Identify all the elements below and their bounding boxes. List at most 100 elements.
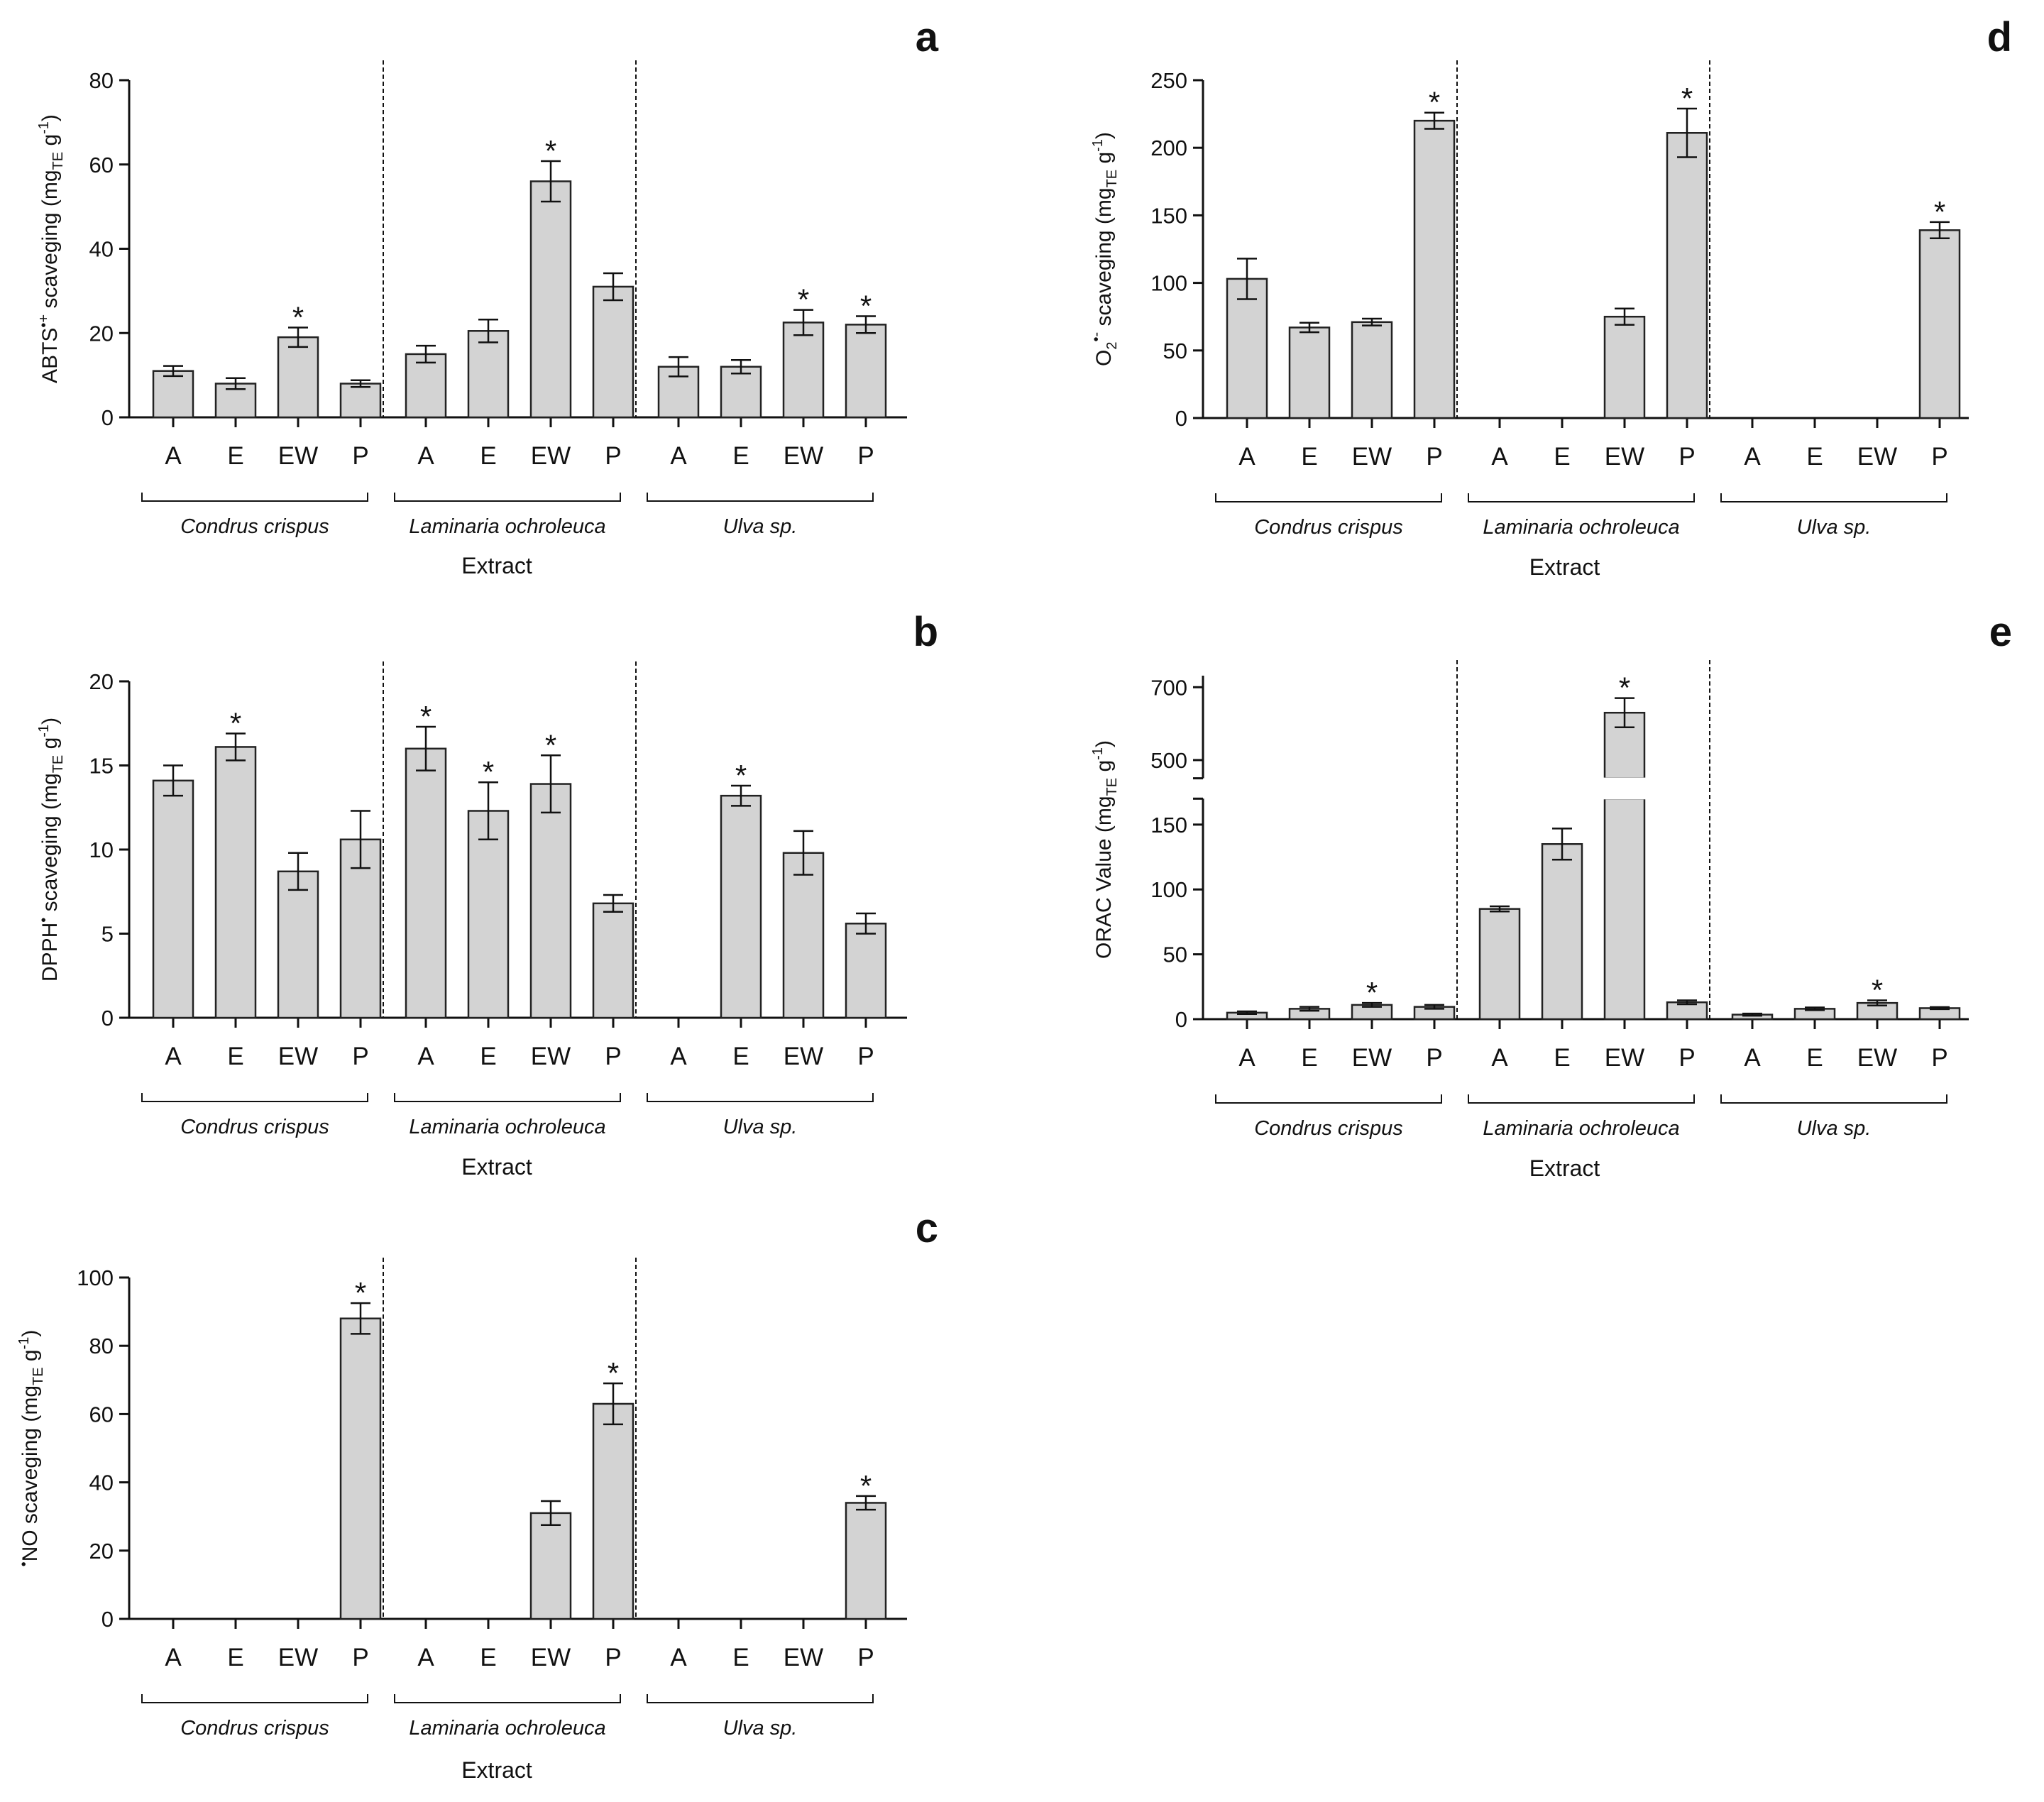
ylabel-text: g (38, 134, 62, 152)
bar (592, 1402, 634, 1620)
x-tick-label: E (1554, 1044, 1570, 1072)
bar (529, 783, 572, 1019)
y-tick-label: 20 (89, 1539, 114, 1564)
bar (277, 336, 319, 419)
y-tick-label: 500 (1150, 748, 1187, 773)
significance-star: * (355, 1276, 366, 1309)
ylabel-text: g (18, 1349, 42, 1367)
ylabel-text: ABTS (38, 328, 62, 383)
x-tick-label: P (857, 1043, 874, 1070)
ylabel-superscript: -1 (36, 725, 52, 737)
significance-star: * (545, 134, 556, 167)
significance-star: * (860, 1469, 872, 1502)
x-tick-label: P (1426, 443, 1442, 471)
x-tick-label: A (417, 1043, 434, 1070)
group-label: Laminaria ochroleuca (1483, 1117, 1679, 1140)
group-bracket (141, 1093, 368, 1102)
x-tick-label: EW (531, 1644, 571, 1671)
x-tick-label: P (857, 1644, 874, 1671)
x-tick-label: EW (278, 442, 318, 470)
x-tick-label: A (1238, 1044, 1255, 1072)
ylabel-superscript: • (36, 918, 52, 923)
group-label: Ulva sp. (723, 515, 798, 538)
x-tick-label: A (670, 1043, 687, 1070)
bar (339, 1317, 382, 1620)
ylabel-text: ) (1092, 740, 1116, 747)
ylabel-text: g (1092, 760, 1116, 778)
ylabel-superscript: -1 (16, 1337, 32, 1350)
bar (845, 1502, 887, 1620)
ylabel-superscript: -1 (36, 121, 52, 134)
ylabel-subscript: TE (1104, 778, 1120, 796)
x-tick-label: P (605, 1644, 621, 1671)
group-label: Condrus crispus (1254, 1117, 1403, 1140)
ylabel-superscript: -1 (1090, 747, 1106, 760)
bar (845, 324, 887, 419)
bar (529, 180, 572, 419)
y-tick-label: 50 (1163, 943, 1187, 967)
y-tick-label: 150 (1150, 813, 1187, 837)
x-axis-label: Extract (461, 553, 532, 578)
group-label: Condrus crispus (1254, 516, 1403, 539)
x-tick-label: E (480, 1644, 496, 1671)
x-tick-label: A (165, 1644, 182, 1671)
y-tick-label: 40 (89, 1471, 114, 1495)
panel-letter: e (1989, 609, 2012, 655)
ylabel-text: (mg (1092, 796, 1116, 838)
y-axis-label: O2•- scaveging (mgTE g-1) (1089, 132, 1120, 366)
x-tick-label: E (227, 442, 243, 470)
group-bracket (1468, 493, 1695, 502)
y-tick-label: 40 (89, 237, 114, 262)
ylabel-subscript: TE (31, 1367, 46, 1385)
y-tick-label: 700 (1150, 675, 1187, 700)
ylabel-text: scaveging (mg (38, 773, 62, 917)
ylabel-text: scaveging (mg (1092, 187, 1116, 331)
ylabel-superscript: -1 (1090, 139, 1106, 152)
y-tick-label: 60 (89, 153, 114, 177)
bar (152, 779, 194, 1019)
group-bracket (647, 1694, 874, 1703)
y-tick-label: 50 (1163, 339, 1187, 363)
x-tick-label: P (1678, 1044, 1695, 1072)
group-label: Condrus crispus (180, 1116, 329, 1138)
y-tick-label: 100 (1150, 877, 1187, 902)
ylabel-text: O (1092, 350, 1116, 366)
group-bracket (1215, 1094, 1442, 1104)
bar (782, 852, 825, 1019)
y-tick-label: 0 (1175, 1007, 1187, 1032)
y-tick-label: 100 (77, 1265, 114, 1290)
y-tick-label: 200 (1150, 136, 1187, 160)
x-tick-label: A (1238, 443, 1255, 471)
significance-star: * (292, 301, 304, 334)
group-bracket (394, 1093, 621, 1102)
chart-panel-e: 0 50 100 150 500 700 Condrus crispus A E EW * P Lami… (1090, 609, 2012, 1181)
significance-star: * (798, 283, 809, 317)
ylabel-text: ) (1092, 132, 1116, 139)
x-tick-label: P (352, 442, 368, 470)
x-axis-label: Extract (461, 1154, 532, 1180)
x-tick-label: E (1806, 443, 1823, 471)
group-label: Condrus crispus (180, 515, 329, 538)
x-tick-label: P (1931, 443, 1947, 471)
significance-star: * (483, 755, 494, 789)
significance-star: * (1429, 86, 1440, 119)
y-tick-label: 80 (89, 1334, 114, 1358)
x-tick-label: EW (278, 1043, 318, 1070)
significance-star: * (545, 728, 556, 762)
y-tick-label: 250 (1150, 68, 1187, 93)
x-tick-label: EW (1605, 1044, 1644, 1072)
x-tick-label: EW (1857, 1044, 1897, 1072)
x-tick-label: P (352, 1043, 368, 1070)
x-tick-label: P (857, 442, 874, 470)
ylabel-superscript: •- (1089, 332, 1104, 342)
x-tick-label: EW (1352, 443, 1392, 471)
group-label: Ulva sp. (1797, 1117, 1872, 1140)
group-label: Laminaria ochroleuca (409, 1116, 605, 1138)
y-tick-label: 60 (89, 1402, 114, 1427)
x-tick-label: P (605, 1043, 621, 1070)
x-tick-label: E (732, 442, 749, 470)
bar (339, 838, 382, 1019)
bar (529, 1512, 572, 1620)
x-tick-label: E (732, 1644, 749, 1671)
